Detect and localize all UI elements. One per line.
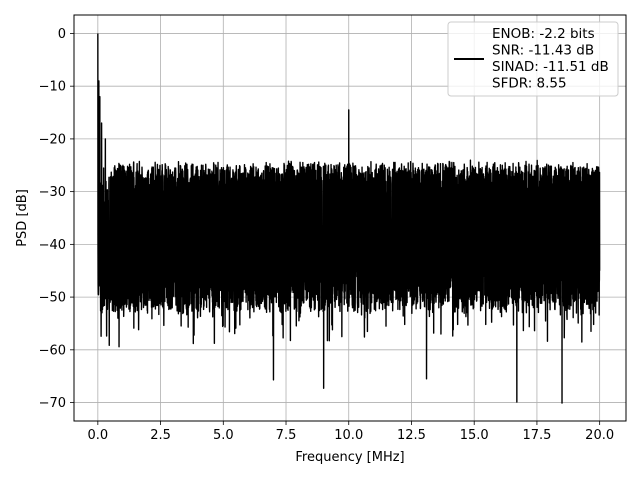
x-tick-label: 2.5 bbox=[150, 428, 171, 443]
axes-frame bbox=[73, 14, 627, 422]
x-tick-label: 5.0 bbox=[213, 428, 234, 443]
y-tick-label: −60 bbox=[39, 343, 66, 358]
x-axis-title: Frequency [MHz] bbox=[295, 450, 404, 465]
legend-enob: ENOB: -2.2 bits bbox=[492, 26, 595, 42]
x-tick-label: 0.0 bbox=[87, 428, 108, 443]
y-tick-label: −50 bbox=[39, 291, 66, 306]
x-tick-label: 7.5 bbox=[276, 428, 297, 443]
y-tick-label: 0 bbox=[58, 27, 66, 42]
legend-sfdr: SFDR: 8.55 bbox=[492, 76, 567, 92]
y-axis-title: PSD [dB] bbox=[15, 189, 30, 247]
y-tick-label: −20 bbox=[39, 132, 66, 147]
legend-box bbox=[447, 21, 619, 97]
x-tick-label: 17.5 bbox=[522, 428, 551, 443]
x-axis-ticks: 0.0 2.5 5.0 7.5 10.0 12.5 15.0 17.5 20.0 bbox=[87, 421, 614, 443]
x-tick-label: 10.0 bbox=[334, 428, 363, 443]
x-tick-label: 12.5 bbox=[397, 428, 426, 443]
legend-sinad: SINAD: -11.51 dB bbox=[492, 59, 609, 75]
y-tick-label: −70 bbox=[39, 396, 66, 411]
psd-line bbox=[97, 33, 601, 404]
y-tick-label: −10 bbox=[39, 80, 66, 95]
y-axis-ticks: 0 −10 −20 −30 −40 −50 −60 −70 bbox=[39, 27, 74, 411]
y-tick-label: −40 bbox=[39, 238, 66, 253]
legend-snr: SNR: -11.43 dB bbox=[492, 43, 594, 59]
x-tick-label: 20.0 bbox=[585, 428, 614, 443]
legend: ENOB: -2.2 bits SNR: -11.43 dB SINAD: -1… bbox=[447, 21, 619, 97]
psd-trace bbox=[97, 33, 601, 404]
x-tick-label: 15.0 bbox=[460, 428, 489, 443]
y-tick-label: −30 bbox=[39, 185, 66, 200]
